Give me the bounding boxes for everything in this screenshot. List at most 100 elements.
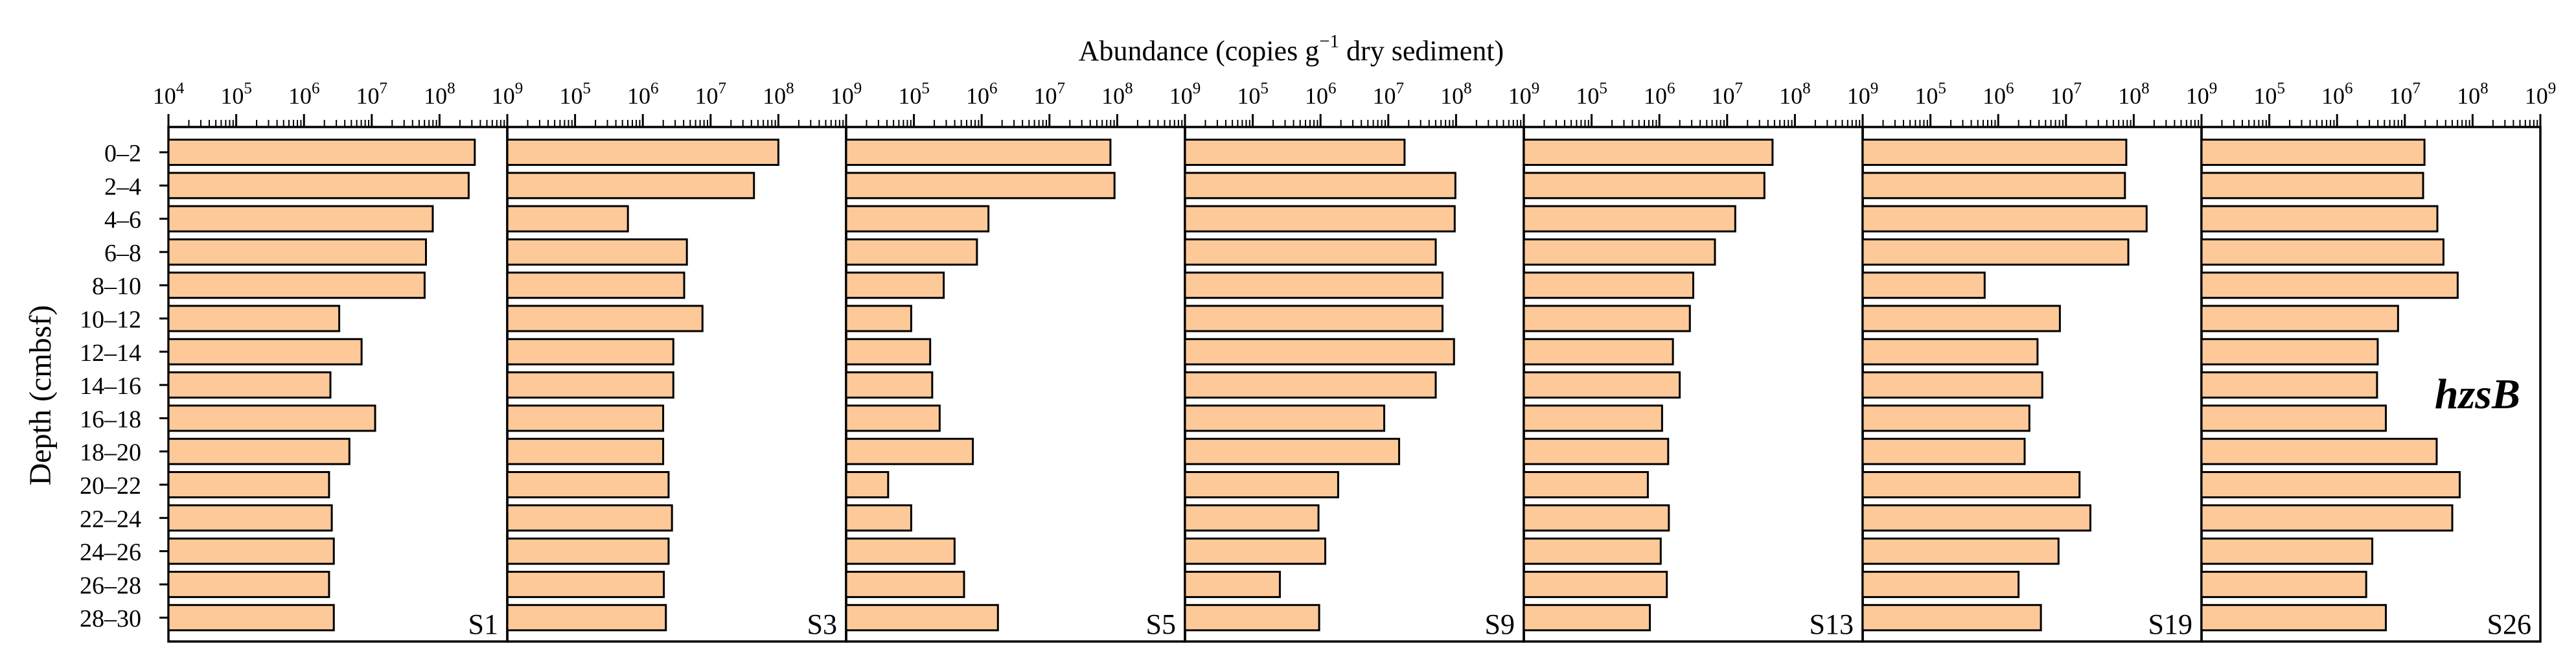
- bar: [167, 537, 335, 565]
- bar: [506, 305, 704, 332]
- bar: [1523, 404, 1663, 432]
- station-label: S19: [2148, 608, 2192, 640]
- bar: [1861, 371, 2043, 399]
- bar: [2200, 139, 2426, 166]
- bar: [1184, 537, 1327, 565]
- bar: [1184, 172, 1456, 200]
- x-tick-label: 106: [1983, 80, 2014, 109]
- bar: [506, 570, 665, 598]
- bar: [1184, 437, 1401, 465]
- bar: [1861, 570, 2020, 598]
- x-tick-label: 107: [356, 80, 388, 109]
- bar: [1523, 604, 1651, 632]
- bar: [506, 371, 674, 399]
- bar: [1523, 172, 1765, 200]
- x-tick-label: 109: [831, 80, 862, 109]
- x-tick-label: 108: [1101, 80, 1133, 109]
- station-label: S9: [1485, 608, 1515, 640]
- bar: [1523, 305, 1691, 332]
- bar: [167, 205, 434, 233]
- panel-s19: 105 106 107 108 109 S19: [1861, 80, 2218, 643]
- bar: [1523, 272, 1694, 299]
- bar: [1184, 272, 1443, 299]
- panel-s13: 105 106 107 108 109 S13: [1523, 80, 1878, 643]
- bar: [1184, 570, 1281, 598]
- bar: [2200, 404, 2387, 432]
- x-tick-label: 106: [966, 80, 998, 109]
- bar: [1184, 471, 1339, 498]
- depth-label: 24–26: [80, 539, 141, 566]
- x-tick-label: 109: [2525, 80, 2557, 109]
- x-tick-label: 107: [2051, 80, 2082, 109]
- bar: [2200, 338, 2379, 365]
- bar: [845, 238, 978, 266]
- bar: [845, 371, 934, 399]
- bar: [1861, 205, 2148, 233]
- bar: [1184, 504, 1320, 532]
- bar: [2200, 570, 2367, 598]
- x-tick-label: 105: [1915, 80, 1946, 109]
- bar: [1523, 338, 1674, 365]
- bar: [845, 471, 890, 498]
- depth-label: 2–4: [104, 173, 141, 200]
- depth-label: 8–10: [92, 273, 141, 300]
- panel-s26: 105 106 107 108 109 S26: [2200, 80, 2557, 643]
- x-tick-label: 108: [763, 80, 794, 109]
- bar: [167, 272, 426, 299]
- x-tick-label: 105: [220, 80, 252, 109]
- depth-label: 18–20: [80, 439, 141, 467]
- depth-label: 22–24: [80, 505, 141, 533]
- bar: [506, 172, 755, 200]
- bar: [167, 305, 341, 332]
- x-tick-label: 108: [424, 80, 455, 109]
- bar: [167, 504, 333, 532]
- bar: [2200, 305, 2399, 332]
- bar: [1861, 437, 2026, 465]
- bar: [1523, 371, 1681, 399]
- bar: [1861, 305, 2061, 332]
- bar: [1184, 338, 1455, 365]
- x-tick-label: 105: [1237, 80, 1269, 109]
- depth-label: 4–6: [104, 207, 141, 234]
- bar: [1523, 537, 1662, 565]
- bar: [845, 404, 941, 432]
- bar: [506, 238, 688, 266]
- x-tick-label: 107: [2389, 80, 2421, 109]
- panel-s9: 105 106 107 108 109 S9: [1184, 80, 1539, 643]
- bar: [167, 404, 376, 432]
- bar: [506, 139, 779, 166]
- x-tick-label: 105: [559, 80, 591, 109]
- depth-label: 20–22: [80, 472, 141, 500]
- bar: [1861, 404, 2030, 432]
- bar: [2200, 238, 2444, 266]
- bar: [1184, 305, 1443, 332]
- x-tick-label: 104: [153, 80, 185, 109]
- x-tick-label: 109: [1169, 80, 1201, 109]
- bar: [1184, 238, 1437, 266]
- bar: [1184, 205, 1456, 233]
- bar: [845, 537, 956, 565]
- x-tick-label: 105: [898, 80, 930, 109]
- x-tick-label: 109: [2186, 80, 2218, 109]
- bar: [845, 570, 965, 598]
- x-axis-title: Abundance (copies g−1 dry sediment): [1079, 31, 1504, 67]
- bar: [845, 272, 945, 299]
- bar: [167, 238, 427, 266]
- station-label: S13: [1810, 608, 1854, 640]
- bar: [845, 139, 1112, 166]
- bar: [167, 471, 330, 498]
- bar: [1861, 471, 2081, 498]
- bar: [167, 139, 476, 166]
- station-label: S3: [807, 608, 837, 640]
- bar: [1184, 604, 1320, 632]
- x-tick-label: 106: [1644, 80, 1675, 109]
- x-tick-label: 106: [627, 80, 658, 109]
- bar: [2200, 205, 2439, 233]
- bar: [2200, 172, 2424, 200]
- x-tick-label: 105: [1576, 80, 1607, 109]
- bar: [2200, 471, 2461, 498]
- y-axis-title: Depth (cmbsf): [23, 305, 58, 486]
- bar: [2200, 272, 2459, 299]
- bar: [2200, 371, 2378, 399]
